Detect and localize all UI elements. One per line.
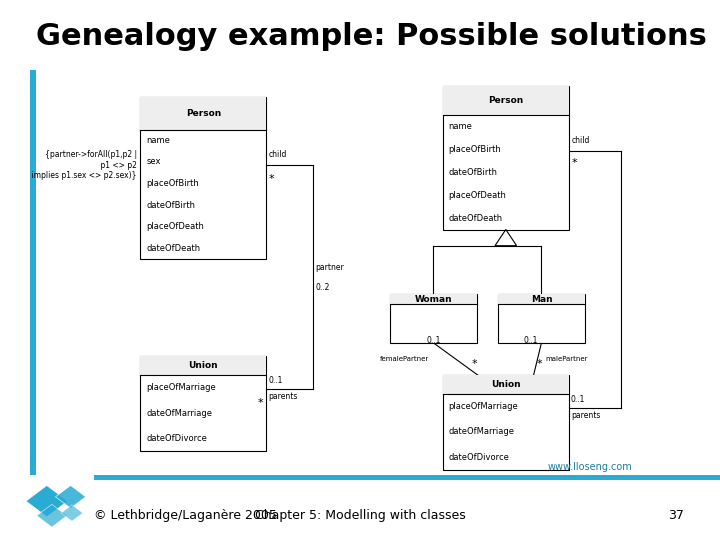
Text: *: * <box>572 158 577 168</box>
Text: placeOfDeath: placeOfDeath <box>449 191 506 200</box>
FancyBboxPatch shape <box>498 294 585 343</box>
Text: 0..2: 0..2 <box>315 283 330 292</box>
Text: child: child <box>572 137 590 145</box>
Polygon shape <box>26 485 68 517</box>
Text: parents: parents <box>571 411 600 420</box>
Text: 37: 37 <box>668 509 684 522</box>
FancyBboxPatch shape <box>390 294 477 304</box>
FancyBboxPatch shape <box>140 356 266 375</box>
FancyBboxPatch shape <box>443 86 569 230</box>
Text: dateOfDivorce: dateOfDivorce <box>449 453 510 462</box>
Text: 0..1: 0..1 <box>523 336 538 345</box>
Text: © Lethbridge/Laganère 2005: © Lethbridge/Laganère 2005 <box>94 509 276 522</box>
Bar <box>30 70 36 475</box>
Polygon shape <box>55 485 86 508</box>
Text: name: name <box>449 122 472 131</box>
FancyBboxPatch shape <box>443 375 569 470</box>
Text: Person: Person <box>186 109 221 118</box>
Text: 0..1: 0..1 <box>571 395 585 404</box>
FancyBboxPatch shape <box>140 97 266 130</box>
Text: Union: Union <box>189 361 218 370</box>
Text: sex: sex <box>146 158 161 166</box>
Text: www.lloseng.com: www.lloseng.com <box>548 462 633 472</box>
Text: Genealogy example: Possible solutions: Genealogy example: Possible solutions <box>36 22 707 51</box>
Text: *: * <box>269 174 274 184</box>
Text: dateOfDivorce: dateOfDivorce <box>146 434 207 443</box>
Text: Person: Person <box>488 96 523 105</box>
Text: Man: Man <box>531 295 552 303</box>
FancyBboxPatch shape <box>443 86 569 115</box>
FancyBboxPatch shape <box>498 294 585 304</box>
Text: femalePartner: femalePartner <box>379 356 428 362</box>
Polygon shape <box>37 504 67 527</box>
Text: Woman: Woman <box>415 295 452 303</box>
Text: 0..1: 0..1 <box>269 376 283 385</box>
Text: dateOfBirth: dateOfBirth <box>146 201 195 210</box>
Text: name: name <box>146 136 170 145</box>
Text: child: child <box>269 150 287 159</box>
Text: dateOfMarriage: dateOfMarriage <box>449 428 515 436</box>
Text: Chapter 5: Modelling with classes: Chapter 5: Modelling with classes <box>255 509 465 522</box>
FancyBboxPatch shape <box>390 294 477 343</box>
Bar <box>94 475 720 480</box>
Text: placeOfBirth: placeOfBirth <box>449 145 501 154</box>
Text: placeOfMarriage: placeOfMarriage <box>449 402 518 411</box>
Polygon shape <box>61 505 83 521</box>
Text: Union: Union <box>491 380 521 389</box>
Text: parents: parents <box>269 392 298 401</box>
Text: partner: partner <box>315 263 344 272</box>
FancyBboxPatch shape <box>140 97 266 259</box>
Text: placeOfMarriage: placeOfMarriage <box>146 383 216 393</box>
Text: {partner->forAll(p1,p2 |
 p1 <> p2
 implies p1.sex <> p2.sex)}: {partner->forAll(p1,p2 | p1 <> p2 implie… <box>30 150 137 180</box>
Text: placeOfBirth: placeOfBirth <box>146 179 199 188</box>
Text: dateOfDeath: dateOfDeath <box>146 244 200 253</box>
Text: *: * <box>472 359 477 369</box>
Text: dateOfBirth: dateOfBirth <box>449 168 498 177</box>
Text: dateOfMarriage: dateOfMarriage <box>146 409 212 417</box>
Text: 0..1: 0..1 <box>426 336 441 345</box>
Text: dateOfDeath: dateOfDeath <box>449 213 503 222</box>
Text: *: * <box>257 398 263 408</box>
Text: *: * <box>536 359 542 369</box>
FancyBboxPatch shape <box>140 356 266 451</box>
FancyBboxPatch shape <box>443 375 569 394</box>
Text: malePartner: malePartner <box>545 356 588 362</box>
Text: placeOfDeath: placeOfDeath <box>146 222 204 231</box>
